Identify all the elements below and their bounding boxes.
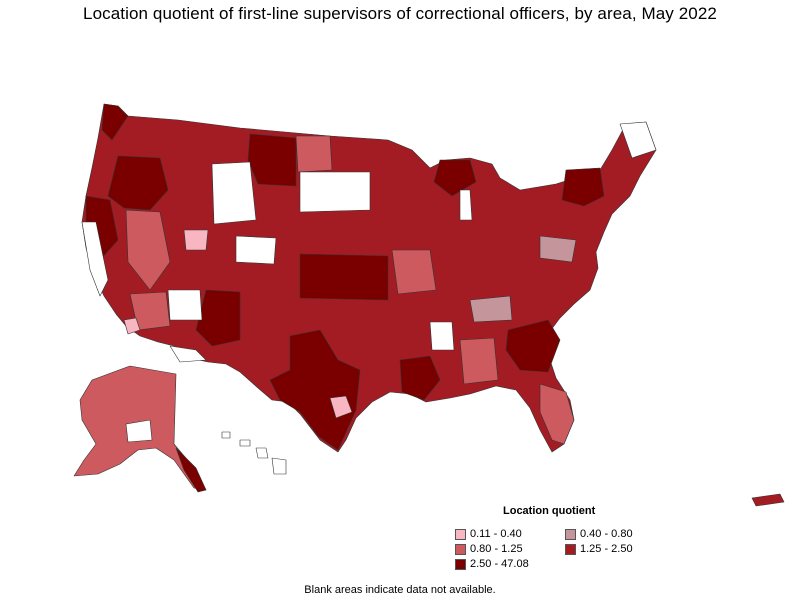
region-nevada <box>125 209 171 291</box>
region-light-utah <box>183 229 209 251</box>
legend-swatch <box>455 558 466 570</box>
region-blank-california-south <box>169 345 207 363</box>
region-missouri <box>391 249 437 295</box>
legend-label: 1.25 - 2.50 <box>580 543 633 555</box>
region-gray-tennessee <box>469 295 513 323</box>
region-alaska-blank <box>125 419 153 443</box>
region-alabama <box>459 337 499 385</box>
legend-swatch <box>455 528 466 540</box>
legend-item: 2.50 - 47.08 <box>455 557 565 571</box>
legend-label: 0.40 - 0.80 <box>580 528 633 540</box>
region-kansas <box>299 253 389 301</box>
region-blank-wyoming <box>211 161 257 225</box>
region-blank-dakotas <box>299 171 371 213</box>
region-hawaii-4 <box>271 457 287 475</box>
region-texas <box>269 329 361 451</box>
region-michigan <box>433 159 477 197</box>
region-blank-colorado <box>235 235 277 265</box>
map-title: Location quotient of first-line supervis… <box>83 4 717 23</box>
region-washington <box>101 103 129 141</box>
region-louisiana <box>399 355 441 401</box>
region-hawaii-2 <box>239 439 251 447</box>
region-alaska-southeast <box>175 447 207 493</box>
legend-item: 0.80 - 1.25 <box>455 542 565 556</box>
legend-label: 0.80 - 1.25 <box>470 543 523 555</box>
region-montana <box>247 133 297 187</box>
region-blank-mississippi <box>429 321 455 351</box>
legend-swatch <box>565 528 576 540</box>
legend-item: 0.40 - 0.80 <box>565 527 675 541</box>
region-blank-maine <box>619 121 657 159</box>
region-blank-pacific-coast <box>81 221 109 297</box>
legend-item: 0.11 - 0.40 <box>455 527 565 541</box>
legend-grid: 0.11 - 0.40 0.40 - 0.80 0.80 - 1.25 1.25… <box>455 527 685 571</box>
region-arizona-nm <box>195 289 241 347</box>
region-puerto-rico <box>751 493 785 507</box>
region-georgia-carolina <box>505 319 561 373</box>
legend-label: 0.11 - 0.40 <box>470 528 522 540</box>
legend-title: Location quotient <box>503 505 596 517</box>
region-blank-arizona <box>167 289 203 321</box>
footnote: Blank areas indicate data not available. <box>304 584 496 596</box>
region-light-texas <box>329 395 353 419</box>
region-florida <box>539 383 575 445</box>
legend-swatch <box>455 543 466 555</box>
region-hawaii-1 <box>221 431 231 439</box>
region-north-dakota <box>295 135 333 173</box>
legend-swatch <box>565 543 576 555</box>
legend-label: 2.50 - 47.08 <box>470 558 529 570</box>
region-new-york <box>561 167 605 207</box>
region-gray-virginia <box>539 235 577 263</box>
region-blank-illinois <box>459 189 473 221</box>
region-hawaii-3 <box>255 447 269 459</box>
region-pacific-northwest <box>107 155 169 211</box>
region-light-california <box>123 317 141 335</box>
legend-item: 1.25 - 2.50 <box>565 542 675 556</box>
map-legend: Location quotient 0.11 - 0.40 0.40 - 0.8… <box>455 505 685 571</box>
